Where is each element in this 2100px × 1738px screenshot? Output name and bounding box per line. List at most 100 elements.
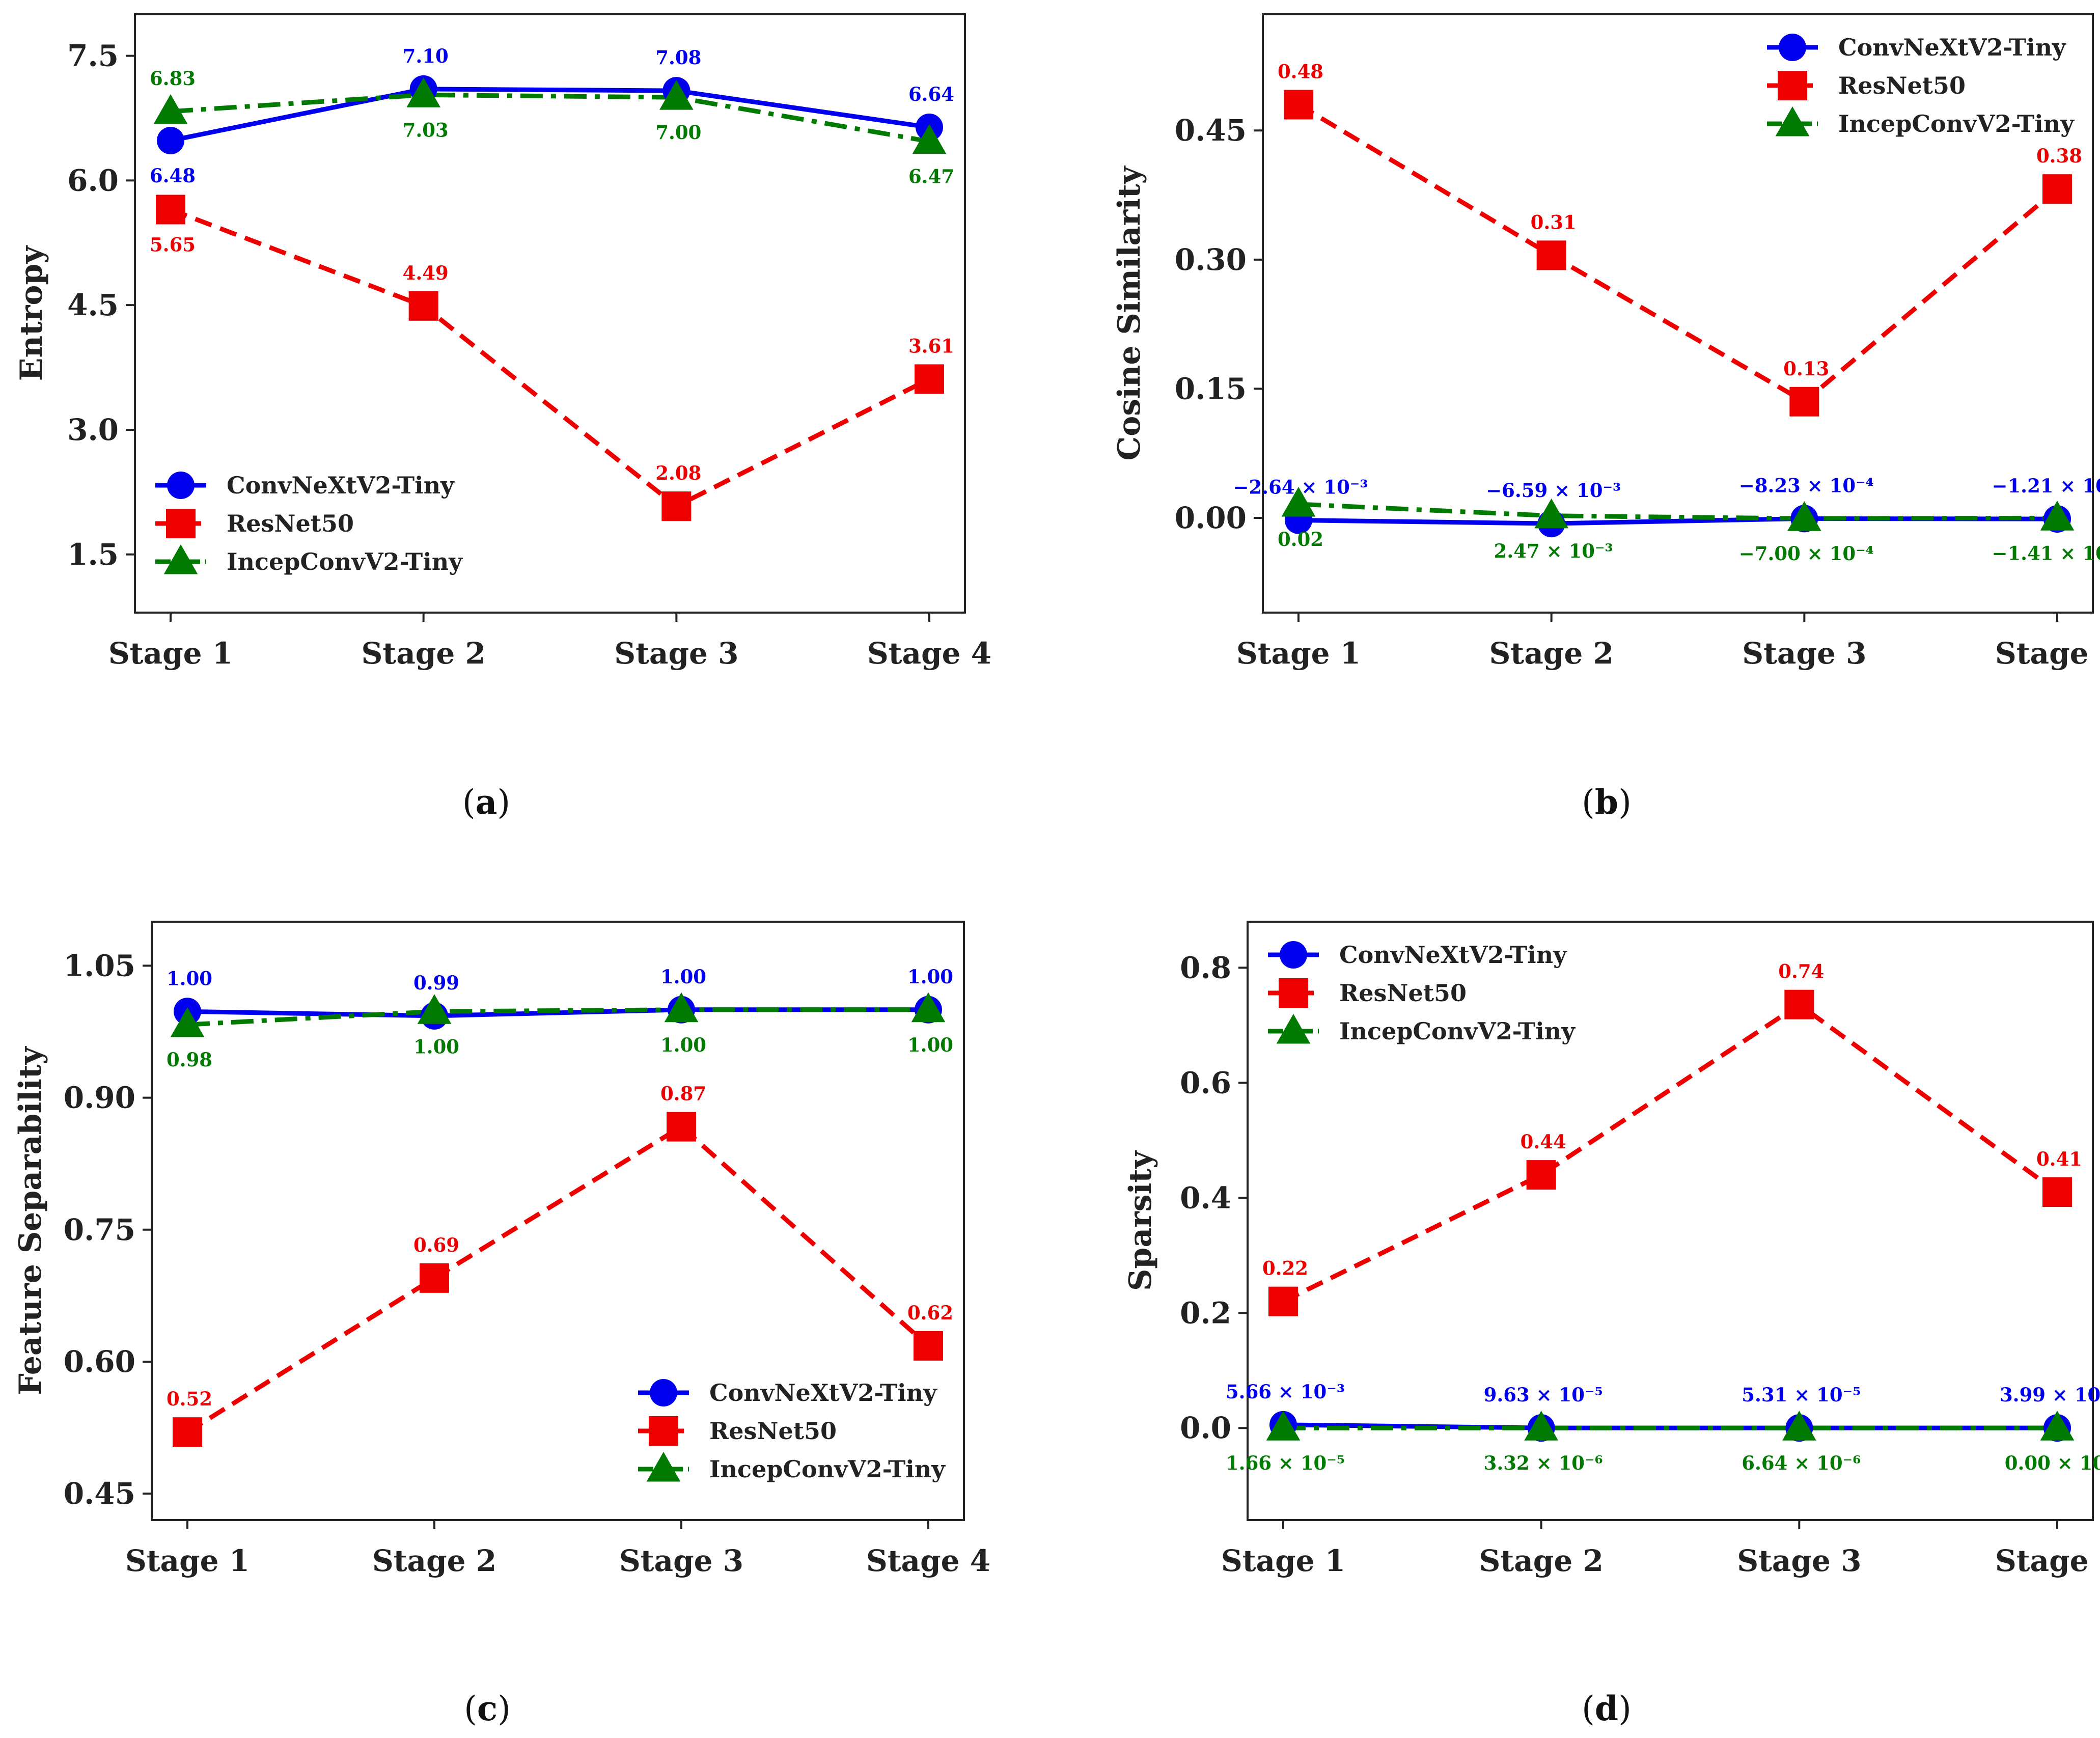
data-point-1-2-4 — [915, 364, 944, 394]
x-tick-label-3-4: Stage 4 — [866, 1543, 990, 1578]
data-label-4-2-2: 0.44 — [1521, 1130, 1566, 1153]
data-label-2-2-2: 0.31 — [1531, 211, 1577, 233]
data-label-3-2-1: 0.52 — [167, 1388, 212, 1410]
data-label-4-3-2: 3.32 × 10⁻⁶ — [1484, 1452, 1603, 1474]
data-point-1-1-1 — [157, 127, 184, 154]
legend-entry-2-1: ConvNeXtV2-Tiny — [1838, 34, 2066, 61]
x-tick-label-2-4: Stage 4 — [1995, 636, 2100, 671]
panel-caption-3: (c) — [464, 1689, 511, 1728]
data-label-2-2-4: 0.38 — [2036, 145, 2082, 167]
y-tick-label-1-2: 3.0 — [67, 412, 119, 447]
legend-entry-2-3: IncepConvV2-Tiny — [1838, 110, 2075, 137]
y-tick-label-3-4: 0.90 — [64, 1081, 135, 1115]
legend-marker-4-1 — [1280, 941, 1307, 969]
data-label-1-3-1: 6.83 — [150, 67, 196, 90]
data-point-4-2-2 — [1527, 1160, 1556, 1190]
panel-caption-2: (b) — [1582, 782, 1632, 822]
x-tick-label-1-4: Stage 4 — [867, 636, 991, 671]
legend-marker-3-3 — [647, 1452, 681, 1481]
y-tick-label-4-3: 0.4 — [1180, 1180, 1231, 1215]
data-label-4-1-4: 3.99 × 10⁻⁵ — [2000, 1384, 2100, 1406]
data-label-2-2-3: 0.13 — [1783, 357, 1829, 380]
y-tick-label-1-5: 7.5 — [67, 39, 119, 73]
plot-frame-4 — [1248, 922, 2093, 1520]
legend-entry-3-1: ConvNeXtV2-Tiny — [709, 1379, 937, 1406]
legend-entry-4-2: ResNet50 — [1339, 979, 1467, 1007]
data-label-3-1-4: 1.00 — [907, 965, 953, 988]
data-point-1-2-2 — [409, 291, 438, 321]
x-tick-label-4-1: Stage 1 — [1221, 1543, 1345, 1578]
data-label-2-1-2: −6.59 × 10⁻³ — [1486, 479, 1621, 502]
data-label-4-1-2: 9.63 × 10⁻⁵ — [1484, 1384, 1603, 1406]
data-point-4-2-4 — [2042, 1177, 2072, 1207]
data-label-1-1-4: 6.64 — [908, 83, 954, 105]
data-point-3-2-4 — [914, 1331, 943, 1361]
data-label-3-3-4: 1.00 — [907, 1034, 953, 1056]
data-label-4-2-3: 0.74 — [1778, 960, 1824, 983]
y-axis-title-3: Feature Separability — [13, 1045, 48, 1395]
data-label-4-3-3: 6.64 × 10⁻⁶ — [1742, 1452, 1861, 1474]
data-label-2-3-3: −7.00 × 10⁻⁴ — [1739, 542, 1874, 565]
legend-3: ConvNeXtV2-Tiny ResNet50 IncepConvV2-Tiny — [638, 1379, 946, 1483]
data-point-2-2-2 — [1537, 240, 1566, 270]
legend-marker-1-2 — [166, 509, 196, 538]
series-line-2-2 — [1298, 105, 2057, 402]
data-label-3-3-2: 1.00 — [413, 1035, 459, 1058]
y-tick-label-1-3: 4.5 — [67, 288, 119, 322]
data-label-2-3-2: 2.47 × 10⁻³ — [1494, 540, 1613, 562]
data-label-4-1-3: 5.31 × 10⁻⁵ — [1742, 1384, 1861, 1406]
x-tick-label-1-1: Stage 1 — [108, 636, 233, 671]
data-label-3-2-2: 0.69 — [413, 1234, 459, 1256]
y-tick-label-4-5: 0.8 — [1180, 950, 1231, 985]
x-tick-label-1-2: Stage 2 — [362, 636, 486, 671]
data-label-4-3-4: 0.00 × 10⁰ — [2005, 1452, 2100, 1474]
panel-caption-1: (a) — [462, 782, 510, 822]
data-point-3-2-3 — [667, 1112, 696, 1142]
y-tick-label-1-4: 6.0 — [67, 163, 119, 198]
y-tick-label-4-4: 0.6 — [1180, 1065, 1231, 1100]
y-tick-label-2-4: 0.45 — [1175, 113, 1247, 148]
x-tick-label-3-2: Stage 2 — [372, 1543, 496, 1578]
data-label-1-3-3: 7.00 — [655, 121, 701, 144]
legend-4: ConvNeXtV2-Tiny ResNet50 IncepConvV2-Tiny — [1268, 941, 1576, 1045]
legend-marker-3-1 — [650, 1379, 677, 1406]
x-tick-label-4-3: Stage 3 — [1737, 1543, 1861, 1578]
data-label-1-3-2: 7.03 — [403, 119, 449, 141]
data-point-2-2-1 — [1284, 90, 1313, 120]
y-tick-label-2-1: 0.00 — [1175, 501, 1247, 535]
data-label-4-3-1: 1.66 × 10⁻⁵ — [1226, 1452, 1345, 1474]
legend-entry-3-3: IncepConvV2-Tiny — [709, 1455, 946, 1483]
series-line-2-3 — [1298, 504, 2057, 518]
legend-marker-2-1 — [1779, 34, 1806, 61]
y-tick-label-3-1: 0.45 — [64, 1476, 135, 1511]
y-tick-label-2-2: 0.15 — [1175, 371, 1247, 406]
data-label-1-2-2: 4.49 — [403, 262, 449, 284]
data-point-2-2-3 — [1789, 387, 1819, 417]
data-label-3-2-3: 0.87 — [660, 1083, 706, 1105]
x-tick-label-2-1: Stage 1 — [1236, 636, 1361, 671]
data-label-2-1-4: −1.21 × 10⁻³ — [1992, 475, 2100, 497]
data-label-1-2-1: 5.65 — [150, 234, 196, 256]
legend-entry-3-2: ResNet50 — [709, 1417, 837, 1445]
y-axis-title-1: Entropy — [14, 245, 49, 381]
data-label-1-3-4: 6.47 — [908, 165, 954, 188]
legend-entry-1-2: ResNet50 — [227, 510, 354, 537]
data-label-2-3-1: 0.02 — [1278, 528, 1323, 550]
data-label-3-1-1: 1.00 — [167, 967, 212, 989]
legend-entry-4-1: ConvNeXtV2-Tiny — [1339, 941, 1567, 969]
data-label-4-2-4: 0.41 — [2036, 1148, 2082, 1170]
data-point-3-2-2 — [420, 1263, 449, 1293]
data-label-1-1-1: 6.48 — [150, 164, 196, 187]
legend-marker-1-3 — [164, 544, 198, 574]
legend-entry-4-3: IncepConvV2-Tiny — [1339, 1017, 1576, 1045]
y-axis-title-4: Sparsity — [1123, 1150, 1158, 1291]
series-line-4-2 — [1283, 1005, 2057, 1302]
panel-caption-4: (d) — [1582, 1689, 1632, 1728]
x-tick-label-1-3: Stage 3 — [614, 636, 738, 671]
